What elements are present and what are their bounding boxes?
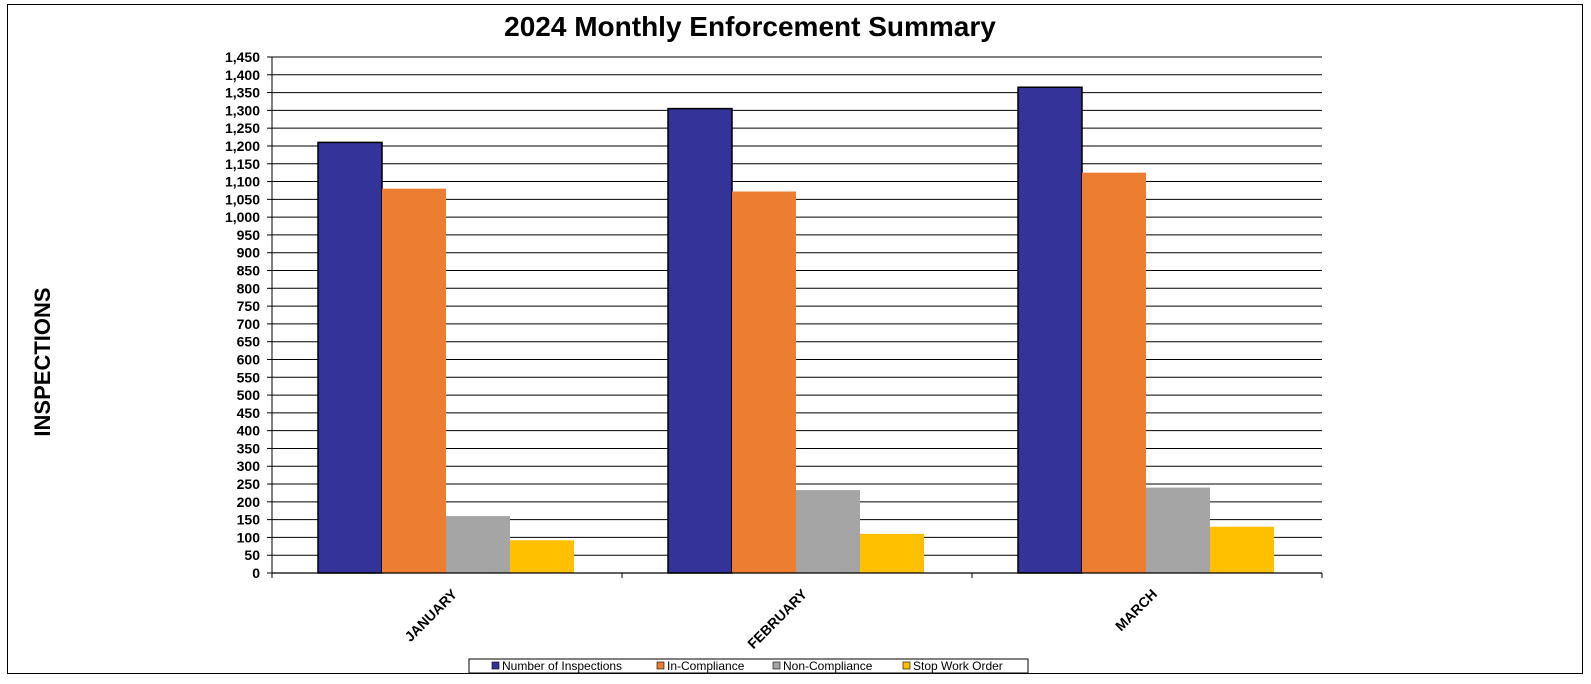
- bar: [1146, 487, 1210, 573]
- legend-swatch: [772, 661, 781, 670]
- y-tick-label: 1,100: [225, 174, 260, 190]
- bar: [510, 540, 574, 573]
- bar: [382, 188, 446, 574]
- bar: [1017, 86, 1083, 574]
- y-tick-label: 1,400: [225, 67, 260, 83]
- y-tick-label: 800: [237, 280, 261, 296]
- y-tick-label: 200: [237, 494, 261, 510]
- y-tick-label: 650: [237, 334, 261, 350]
- y-tick-label: 1,300: [225, 102, 260, 118]
- y-tick-label: 350: [237, 440, 261, 456]
- legend: Number of Inspections In-Compliance Non-Co…: [468, 658, 1029, 674]
- y-axis-ticks: 0501001502002503003504004505005506006507…: [225, 49, 272, 581]
- y-tick-label: 550: [237, 369, 261, 385]
- y-tick-label: 950: [237, 227, 261, 243]
- y-tick-label: 50: [244, 547, 260, 563]
- bar: [317, 141, 383, 574]
- y-tick-label: 300: [237, 458, 261, 474]
- y-tick-label: 750: [237, 298, 261, 314]
- axes: [271, 57, 1323, 578]
- bar: [1082, 172, 1146, 574]
- x-category-label: JANUARY: [401, 585, 460, 644]
- y-tick-label: 500: [237, 387, 261, 403]
- y-tick-label: 400: [237, 423, 261, 439]
- y-tick-label: 1,450: [225, 49, 260, 65]
- y-tick-label: 1,050: [225, 191, 260, 207]
- legend-box: [468, 658, 1029, 674]
- y-tick-label: 600: [237, 351, 261, 367]
- y-tick-label: 450: [237, 405, 261, 421]
- bar: [667, 107, 733, 574]
- legend-swatch: [902, 661, 911, 670]
- y-tick-label: 1,150: [225, 156, 260, 172]
- y-tick-label: 0: [252, 565, 260, 581]
- bar: [446, 516, 510, 573]
- y-tick-label: 150: [237, 512, 261, 528]
- bars: [317, 86, 1274, 574]
- y-tick-label: 700: [237, 316, 261, 332]
- y-axis-label: INSPECTIONS: [30, 287, 55, 436]
- y-tick-label: 1,250: [225, 120, 260, 136]
- y-tick-label: 1,350: [225, 85, 260, 101]
- legend-label: In-Compliance: [667, 659, 745, 673]
- bar: [860, 533, 924, 573]
- y-tick-label: 100: [237, 529, 261, 545]
- y-tick-label: 1,000: [225, 209, 260, 225]
- bar: [796, 490, 860, 573]
- legend-swatch: [491, 661, 500, 670]
- legend-label: Non-Compliance: [783, 659, 873, 673]
- legend-label: Stop Work Order: [913, 659, 1003, 673]
- y-tick-label: 250: [237, 476, 261, 492]
- category-labels: JANUARY FEBRUARY MARCH: [401, 585, 1160, 651]
- y-tick-label: 900: [237, 245, 261, 261]
- y-tick-label: 850: [237, 263, 261, 279]
- bar: [732, 191, 796, 573]
- x-category-label: FEBRUARY: [744, 585, 810, 651]
- legend-label: Number of Inspections: [502, 659, 622, 673]
- legend-swatch: [656, 661, 665, 670]
- chart-title: 2024 Monthly Enforcement Summary: [504, 11, 996, 42]
- x-category-label: MARCH: [1112, 586, 1160, 634]
- y-tick-label: 1,200: [225, 138, 260, 154]
- bar: [1210, 526, 1274, 573]
